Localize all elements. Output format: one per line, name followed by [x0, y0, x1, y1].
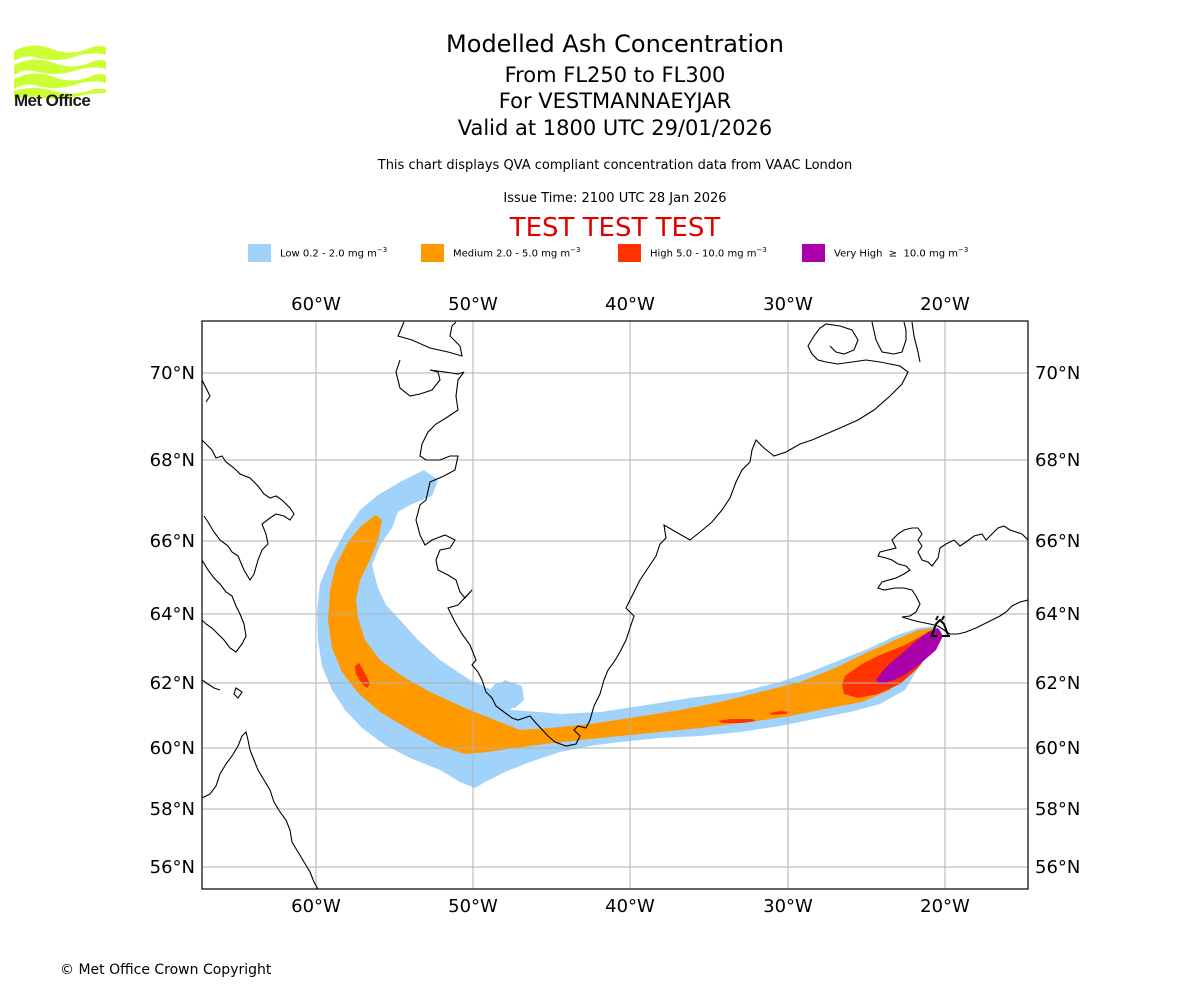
legend-label-medium: Medium 2.0 - 5.0 mg m−3	[453, 246, 581, 260]
copyright-notice: © Met Office Crown Copyright	[60, 962, 272, 978]
ash-high-region-mid	[718, 719, 756, 723]
legend-swatch-very-high	[802, 244, 825, 262]
lat-tick-label: 56°N	[1035, 857, 1080, 878]
legend-label-very-high: Very High ≥ 10.0 mg m−3	[834, 246, 969, 260]
lat-tick-label: 68°N	[1035, 450, 1080, 471]
lon-tick-label: 40°W	[605, 896, 655, 917]
lat-tick-label: 60°N	[150, 738, 195, 759]
legend-item-very-high: Very High ≥ 10.0 mg m−3	[802, 244, 968, 262]
chart-subtitle: This chart displays QVA compliant concen…	[377, 158, 853, 173]
lat-tick-label: 66°N	[150, 531, 195, 552]
ash-high-region-west	[355, 663, 370, 688]
lat-tick-label: 62°N	[150, 673, 195, 694]
coastlines	[202, 321, 1028, 889]
ash-medium-region	[328, 515, 935, 754]
met-office-logo-icon	[14, 45, 106, 99]
lat-tick-label: 66°N	[1035, 531, 1080, 552]
issue-time: Issue Time: 2100 UTC 28 Jan 2026	[503, 191, 727, 206]
lat-tick-label: 58°N	[1035, 799, 1080, 820]
gridlines	[202, 321, 1028, 889]
lat-tick-labels-left: 70°N 68°N 66°N 64°N 62°N 60°N 58°N 56°N	[150, 363, 195, 878]
lon-tick-label: 30°W	[763, 896, 813, 917]
lat-tick-label: 64°N	[150, 604, 195, 625]
legend-swatch-medium	[421, 244, 444, 262]
valid-time: Valid at 1800 UTC 29/01/2026	[457, 116, 773, 140]
lon-tick-label: 50°W	[448, 294, 498, 315]
lat-tick-label: 56°N	[150, 857, 195, 878]
lon-tick-label: 40°W	[605, 294, 655, 315]
lat-tick-label: 68°N	[150, 450, 195, 471]
flight-level-range: From FL250 to FL300	[504, 63, 726, 87]
legend-item-medium: Medium 2.0 - 5.0 mg m−3	[421, 244, 580, 262]
lat-tick-label: 62°N	[1035, 673, 1080, 694]
legend-item-high: High 5.0 - 10.0 mg m−3	[618, 244, 767, 262]
volcano-name: For VESTMANNAEYJAR	[498, 89, 732, 113]
coastline-greenland-west	[395, 321, 921, 747]
lon-tick-labels-bottom: 60°W 50°W 40°W 30°W 20°W	[291, 896, 970, 917]
chart-title: Modelled Ash Concentration	[446, 30, 784, 58]
volcano-icon	[930, 615, 950, 637]
legend-label-high: High 5.0 - 10.0 mg m−3	[650, 246, 767, 260]
lon-tick-label: 30°W	[763, 294, 813, 315]
legend-swatch-low	[248, 244, 271, 262]
lat-tick-label: 70°N	[150, 363, 195, 384]
lat-tick-label: 70°N	[1035, 363, 1080, 384]
test-banner: TEST TEST TEST	[509, 213, 721, 243]
coastline-baffin	[202, 379, 319, 889]
coastline-iceland	[877, 525, 1028, 635]
legend-label-low: Low 0.2 - 2.0 mg m−3	[280, 246, 388, 260]
ash-high-region-mid2	[770, 711, 790, 715]
met-office-logo-text: Met Office	[14, 91, 91, 110]
ash-low-region-lobe	[490, 682, 524, 708]
lon-tick-label: 60°W	[291, 294, 341, 315]
lon-tick-label: 20°W	[920, 294, 970, 315]
legend-swatch-high	[618, 244, 641, 262]
ash-very-high-region	[876, 628, 943, 684]
map-frame	[201, 320, 1029, 890]
lon-tick-label: 50°W	[448, 896, 498, 917]
lon-tick-label: 60°W	[291, 896, 341, 917]
map-area	[202, 321, 1028, 889]
lat-tick-label: 60°N	[1035, 738, 1080, 759]
legend-item-low: Low 0.2 - 2.0 mg m−3	[248, 244, 387, 262]
lat-tick-label: 64°N	[1035, 604, 1080, 625]
lon-tick-labels-top: 60°W 50°W 40°W 30°W 20°W	[291, 294, 970, 315]
lon-tick-label: 20°W	[920, 896, 970, 917]
lat-tick-labels-right: 70°N 68°N 66°N 64°N 62°N 60°N 58°N 56°N	[1035, 363, 1080, 878]
lat-tick-label: 58°N	[150, 799, 195, 820]
